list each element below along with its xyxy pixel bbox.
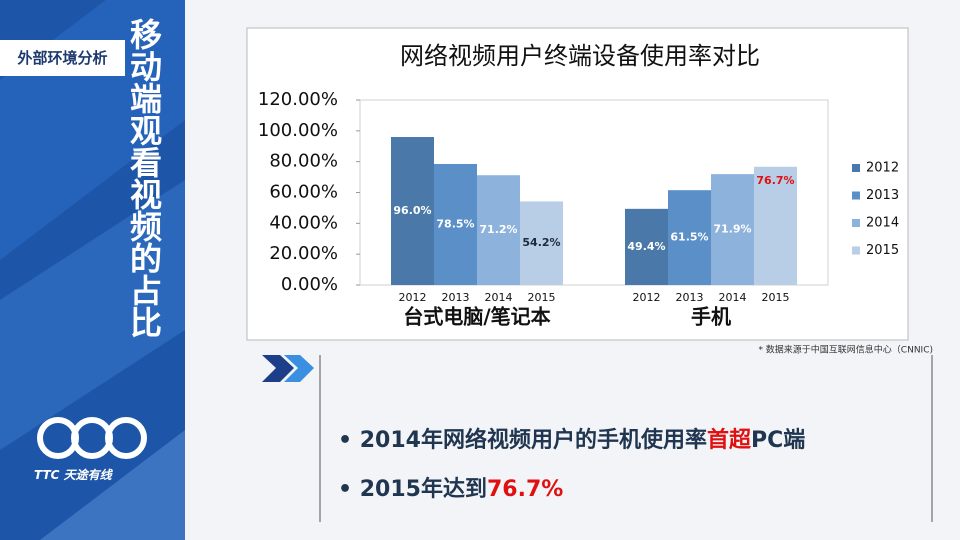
bar — [625, 208, 668, 285]
sub-category-label: 2014 — [485, 291, 513, 304]
chart-frame — [246, 27, 909, 341]
chevron — [262, 355, 294, 382]
bullet: • 2015年达到76.7% — [338, 477, 564, 502]
side-decor — [40, 430, 185, 540]
sub-category-label: 2015 — [762, 291, 790, 304]
bar — [520, 201, 563, 285]
bar — [754, 166, 797, 285]
legend-swatch — [852, 164, 860, 172]
sub-category-label: 2014 — [719, 291, 747, 304]
y-tick-label: 120.00% — [258, 89, 338, 110]
bullet: • 2014年网络视频用户的手机使用率首超PC端 — [338, 428, 806, 453]
sub-category-label: 2012 — [399, 291, 427, 304]
y-tick-label: 20.00% — [269, 243, 338, 264]
y-tick-label: 80.00% — [269, 151, 338, 172]
bar — [391, 137, 434, 285]
logo-text: TTC 天途有线 — [34, 468, 112, 482]
legend-swatch — [852, 219, 860, 227]
value-label: 76.7% — [756, 174, 794, 187]
y-tick-label: 40.00% — [269, 212, 338, 233]
value-label: 71.2% — [479, 223, 517, 236]
sub-category-label: 2013 — [676, 291, 704, 304]
y-tick-label: 0.00% — [281, 274, 338, 295]
bullet-text: 2015年达到 — [359, 477, 487, 502]
bullet-text: 76.7% — [486, 477, 564, 502]
side-decor — [0, 180, 185, 450]
y-tick-label: 60.00% — [269, 182, 338, 203]
bar — [711, 174, 754, 285]
bar — [434, 163, 477, 285]
bullet-list: • 2014年网络视频用户的手机使用率首超PC端 • 2015年达到76.7% — [338, 422, 805, 520]
value-label: 49.4% — [627, 240, 665, 253]
sub-category-label: 2013 — [442, 291, 470, 304]
category-label: 台式电脑/笔记本 — [403, 305, 550, 329]
value-label: 71.9% — [713, 223, 751, 236]
category-label: 手机 — [691, 305, 731, 329]
value-label: 61.5% — [670, 231, 708, 244]
source-note: * 数据来源于中国互联网信息中心（CNNIC) — [758, 344, 933, 356]
chevron — [284, 355, 314, 382]
logo-mark — [37, 417, 147, 459]
value-label: 78.5% — [436, 217, 474, 230]
sub-category-label: 2015 — [528, 291, 556, 304]
legend-label: 2012 — [866, 161, 899, 176]
value-label: 96.0% — [393, 204, 431, 217]
sub-category-label: 2012 — [633, 291, 661, 304]
bar — [477, 175, 520, 285]
legend-label: 2015 — [866, 243, 899, 258]
side-tag: 外部环境分析 — [0, 40, 125, 76]
bullet-text: PC端 — [750, 428, 806, 453]
value-label: 54.2% — [522, 236, 560, 249]
side-title: 移动端观看视频的占比 — [125, 18, 163, 338]
y-tick-label: 100.00% — [258, 120, 338, 141]
bar — [668, 190, 711, 285]
bullet-text: 2014年网络视频用户的手机使用率 — [359, 428, 707, 453]
legend-swatch — [852, 246, 860, 255]
chart-title: 网络视频用户终端设备使用率对比 — [400, 42, 760, 70]
bullet-text: 首超 — [706, 428, 751, 453]
legend-label: 2013 — [866, 188, 899, 203]
legend-swatch — [852, 191, 860, 200]
legend-label: 2014 — [866, 216, 899, 231]
